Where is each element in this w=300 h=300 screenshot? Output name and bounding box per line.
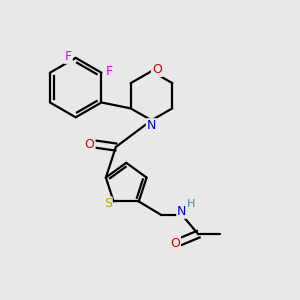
Text: O: O xyxy=(152,63,162,76)
Text: O: O xyxy=(170,237,180,250)
Text: N: N xyxy=(177,205,187,218)
Text: N: N xyxy=(147,119,156,132)
Text: F: F xyxy=(65,50,72,63)
Text: H: H xyxy=(187,199,196,208)
Text: S: S xyxy=(104,197,112,210)
Text: F: F xyxy=(105,65,112,78)
Text: O: O xyxy=(85,138,94,151)
